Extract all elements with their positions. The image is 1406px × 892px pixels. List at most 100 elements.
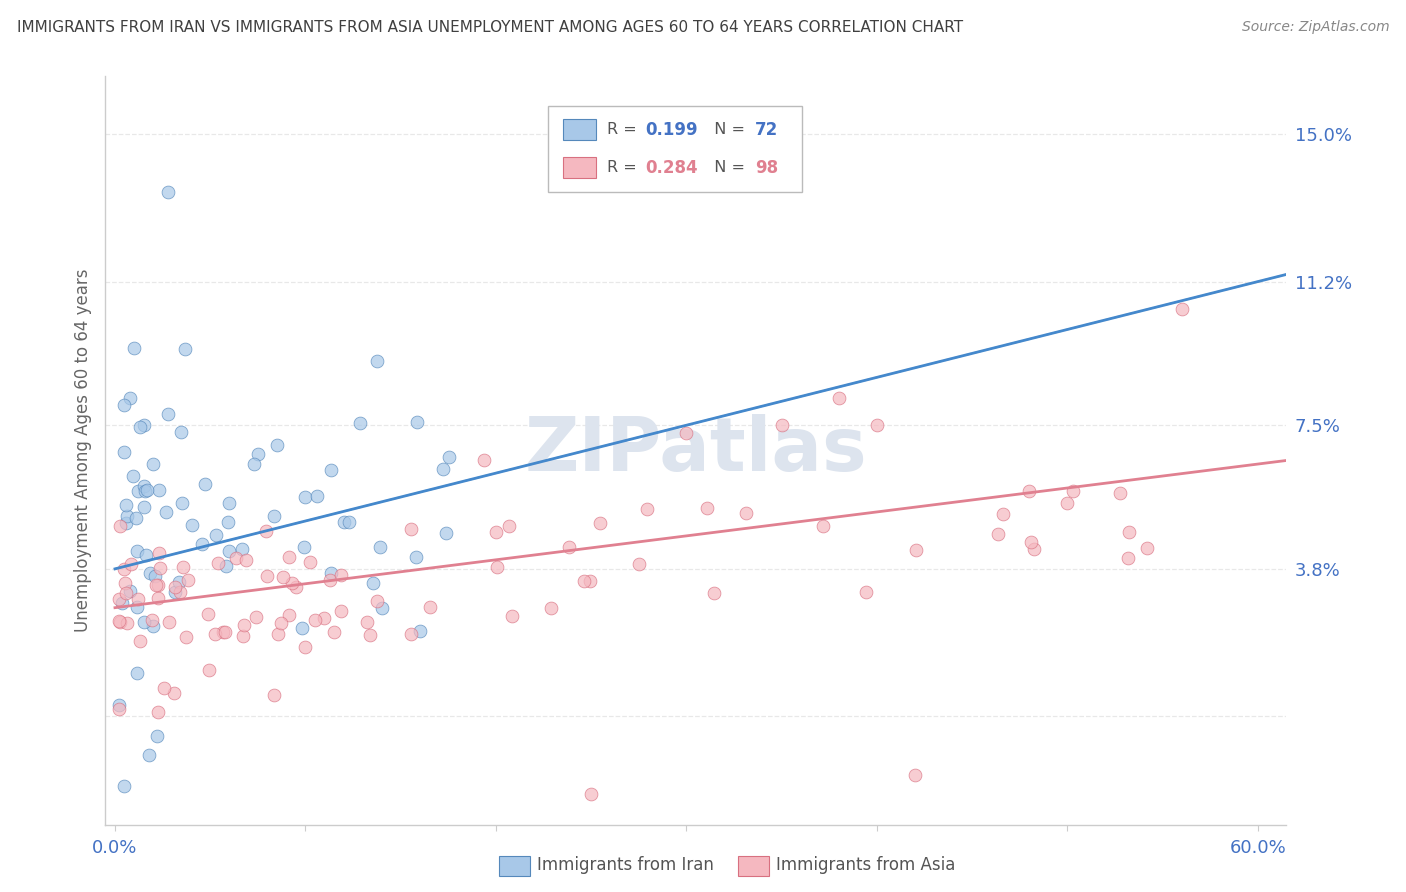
Point — [231, 542, 253, 557]
Point — [589, 516, 612, 531]
Point — [153, 681, 176, 695]
Point — [294, 640, 316, 655]
Point — [117, 508, 139, 523]
Bar — [562, 120, 596, 140]
Point — [145, 569, 167, 583]
Point — [157, 186, 180, 200]
Point — [409, 624, 432, 638]
Text: 0.284: 0.284 — [645, 159, 697, 177]
Point — [169, 574, 191, 589]
Point — [138, 748, 160, 763]
Point — [472, 453, 495, 467]
Point — [163, 580, 186, 594]
Point — [304, 613, 326, 627]
Point — [1118, 525, 1140, 540]
Point — [627, 557, 650, 571]
Point — [111, 596, 134, 610]
Text: Source: ZipAtlas.com: Source: ZipAtlas.com — [1241, 20, 1389, 34]
Point — [329, 604, 352, 618]
Point — [120, 557, 142, 571]
Point — [904, 767, 927, 781]
Bar — [562, 158, 596, 178]
Point — [198, 663, 221, 677]
Point — [572, 574, 595, 589]
Point — [174, 630, 197, 644]
Point — [991, 507, 1014, 521]
Point — [122, 469, 145, 483]
Point — [540, 601, 562, 615]
Point — [114, 586, 136, 600]
Point — [366, 354, 388, 368]
Point — [129, 420, 152, 434]
Point — [319, 463, 342, 477]
Point — [498, 519, 520, 533]
Point — [855, 584, 877, 599]
Point — [330, 568, 353, 582]
Point — [112, 562, 135, 576]
Point — [214, 625, 236, 640]
Point — [145, 577, 167, 591]
Point — [197, 607, 219, 622]
Point — [204, 528, 226, 542]
Point — [285, 580, 308, 594]
Point — [370, 600, 392, 615]
Point — [703, 586, 725, 600]
Point — [401, 627, 423, 641]
Point — [1116, 550, 1139, 565]
Point — [110, 615, 132, 629]
Point — [419, 600, 441, 615]
Point — [332, 516, 354, 530]
Point — [120, 391, 142, 405]
Point — [770, 418, 793, 433]
Point — [162, 685, 184, 699]
Point — [277, 608, 299, 623]
Text: 0.199: 0.199 — [645, 120, 697, 139]
Point — [142, 619, 165, 633]
Point — [232, 618, 254, 632]
Point — [204, 627, 226, 641]
Point — [811, 518, 834, 533]
Point — [370, 540, 392, 554]
Point — [1056, 496, 1078, 510]
Point — [319, 566, 342, 581]
Point — [263, 509, 285, 524]
Text: 72: 72 — [755, 120, 779, 139]
Point — [366, 594, 388, 608]
Y-axis label: Unemployment Among Ages 60 to 64 years: Unemployment Among Ages 60 to 64 years — [73, 268, 91, 632]
Point — [155, 505, 177, 519]
Point — [134, 500, 156, 514]
Point — [486, 559, 509, 574]
Point — [828, 391, 851, 405]
Point — [1062, 483, 1084, 498]
Point — [432, 462, 454, 476]
Point — [1136, 541, 1159, 555]
Text: Immigrants from Iran: Immigrants from Iran — [537, 856, 714, 874]
Point — [1021, 535, 1043, 549]
Point — [114, 398, 136, 412]
Point — [218, 496, 240, 510]
Point — [165, 585, 187, 599]
Point — [399, 522, 422, 536]
Point — [120, 584, 142, 599]
Point — [1018, 484, 1040, 499]
Point — [148, 591, 170, 605]
Point — [107, 702, 129, 716]
Point — [127, 484, 149, 499]
Point — [114, 576, 136, 591]
Point — [256, 569, 278, 583]
Point — [207, 556, 229, 570]
Point — [132, 479, 155, 493]
Point — [307, 489, 329, 503]
Point — [866, 418, 889, 433]
Point — [125, 600, 148, 615]
Point — [905, 542, 928, 557]
Point — [157, 615, 180, 630]
Text: IMMIGRANTS FROM IRAN VS IMMIGRANTS FROM ASIA UNEMPLOYMENT AMONG AGES 60 TO 64 YE: IMMIGRANTS FROM IRAN VS IMMIGRANTS FROM … — [17, 20, 963, 35]
Point — [359, 628, 381, 642]
Point — [172, 560, 194, 574]
Point — [579, 787, 602, 801]
Point — [314, 610, 336, 624]
Point — [292, 540, 315, 554]
Point — [245, 610, 267, 624]
Point — [114, 445, 136, 459]
